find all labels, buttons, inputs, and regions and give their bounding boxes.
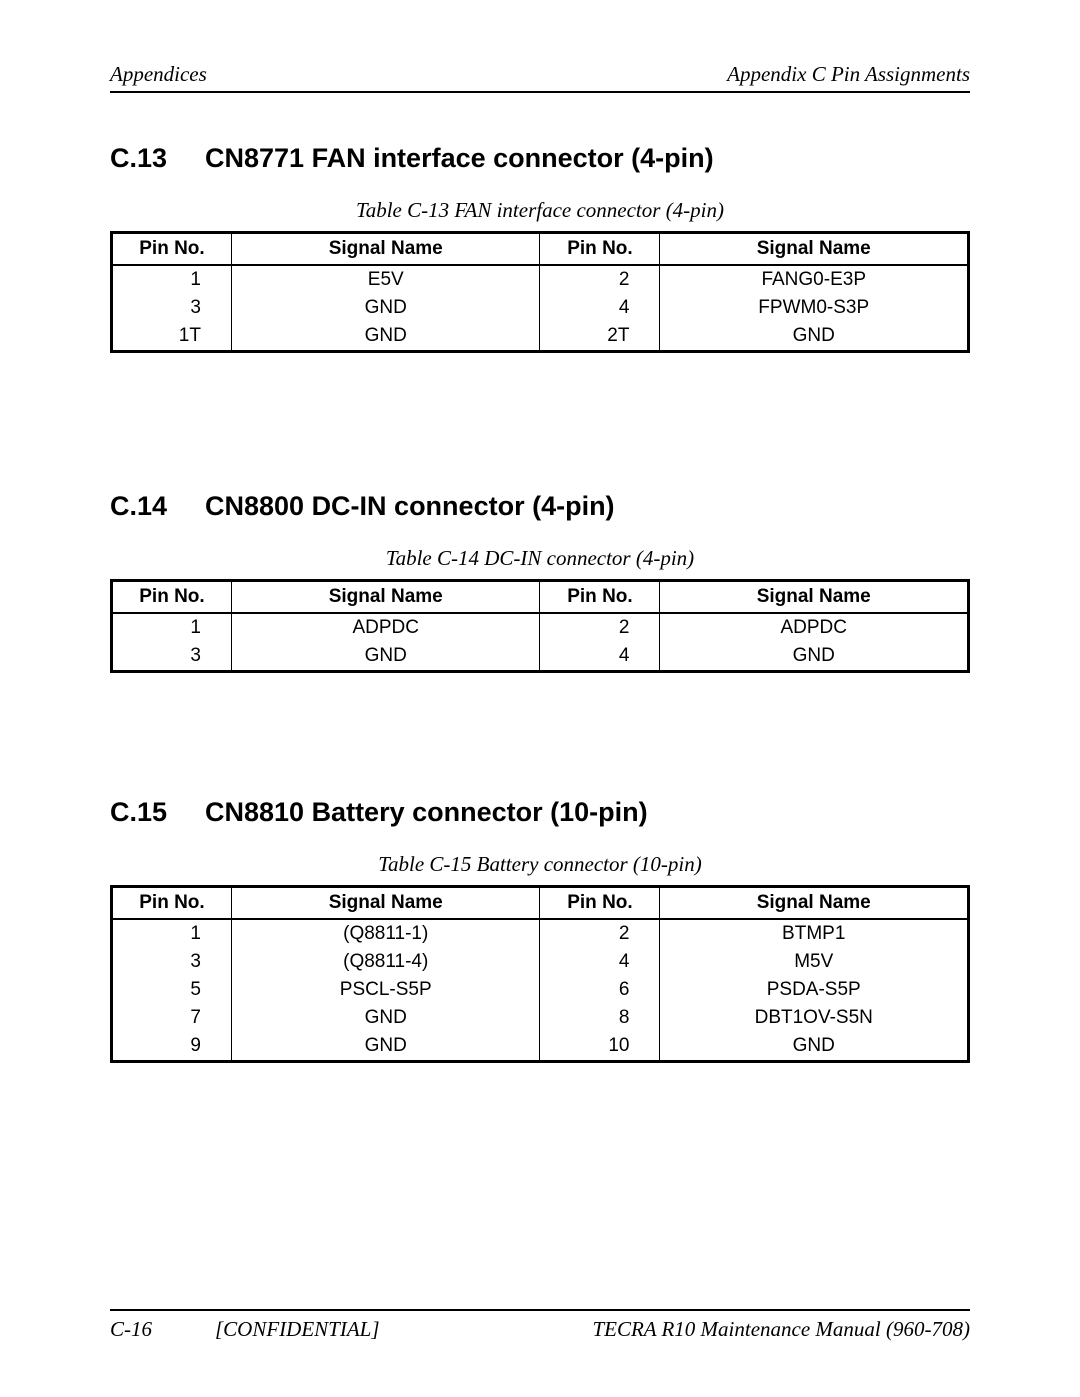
signal-cell: GND (660, 322, 969, 352)
table-header-row: Pin No.Signal NamePin No.Signal Name (112, 233, 969, 266)
header-right: Appendix C Pin Assignments (727, 62, 970, 87)
table-row: 3(Q8811-4)4M5V (112, 948, 969, 976)
section-spacer (110, 673, 970, 747)
signal-cell: ADPDC (660, 613, 969, 642)
header-left: Appendices (110, 62, 207, 87)
table-row: 7GND8DBT1OV-S5N (112, 1004, 969, 1032)
table-caption: Table C-14 DC-IN connector (4-pin) (110, 546, 970, 571)
pin-cell: 3 (112, 294, 232, 322)
pin-table: Pin No.Signal NamePin No.Signal Name1E5V… (110, 231, 970, 353)
table-header-cell: Pin No. (540, 887, 660, 920)
pin-cell: 2 (540, 265, 660, 294)
signal-cell: GND (660, 642, 969, 672)
signal-cell: ADPDC (231, 613, 540, 642)
table-row: 9GND10GND (112, 1032, 969, 1062)
signal-cell: (Q8811-1) (231, 919, 540, 948)
pin-cell: 1 (112, 613, 232, 642)
table-row: 5PSCL-S5P6PSDA-S5P (112, 976, 969, 1004)
pin-table: Pin No.Signal NamePin No.Signal Name1(Q8… (110, 885, 970, 1063)
section-heading: C.13CN8771 FAN interface connector (4-pi… (110, 143, 970, 174)
pin-cell: 1 (112, 265, 232, 294)
section-title: CN8771 FAN interface connector (4-pin) (205, 143, 714, 174)
section-number: C.15 (110, 797, 205, 828)
table-header-cell: Pin No. (112, 233, 232, 266)
section-title: CN8800 DC-IN connector (4-pin) (205, 491, 615, 522)
pin-cell: 3 (112, 642, 232, 672)
table-header-cell: Signal Name (231, 887, 540, 920)
section-number: C.13 (110, 143, 205, 174)
table-header-cell: Pin No. (112, 581, 232, 614)
signal-cell: GND (231, 642, 540, 672)
signal-cell: GND (231, 1032, 540, 1062)
pin-cell: 3 (112, 948, 232, 976)
pin-cell: 1T (112, 322, 232, 352)
pin-cell: 9 (112, 1032, 232, 1062)
table-caption: Table C-15 Battery connector (10-pin) (110, 852, 970, 877)
signal-cell: E5V (231, 265, 540, 294)
pin-cell: 2T (540, 322, 660, 352)
signal-cell: DBT1OV-S5N (660, 1004, 969, 1032)
pin-cell: 4 (540, 642, 660, 672)
pin-cell: 10 (540, 1032, 660, 1062)
signal-cell: GND (660, 1032, 969, 1062)
page-header: Appendices Appendix C Pin Assignments (110, 62, 970, 93)
section-heading: C.14CN8800 DC-IN connector (4-pin) (110, 491, 970, 522)
pin-cell: 4 (540, 294, 660, 322)
section-spacer (110, 353, 970, 441)
pin-cell: 1 (112, 919, 232, 948)
page-footer: C-16 [CONFIDENTIAL] TECRA R10 Maintenanc… (110, 1309, 970, 1342)
footer-page-number: C-16 (110, 1317, 215, 1342)
signal-cell: FPWM0-S3P (660, 294, 969, 322)
pin-cell: 7 (112, 1004, 232, 1032)
table-header-cell: Signal Name (231, 581, 540, 614)
sections-container: C.13CN8771 FAN interface connector (4-pi… (110, 143, 970, 1063)
table-row: 1TGND2TGND (112, 322, 969, 352)
table-header-cell: Signal Name (660, 887, 969, 920)
table-row: 1E5V2FANG0-E3P (112, 265, 969, 294)
table-header-cell: Signal Name (660, 233, 969, 266)
pin-cell: 5 (112, 976, 232, 1004)
signal-cell: GND (231, 322, 540, 352)
signal-cell: BTMP1 (660, 919, 969, 948)
section-title: CN8810 Battery connector (10-pin) (205, 797, 648, 828)
footer-manual: TECRA R10 Maintenance Manual (960-708) (592, 1317, 970, 1342)
table-row: 3GND4GND (112, 642, 969, 672)
pin-cell: 4 (540, 948, 660, 976)
table-header-row: Pin No.Signal NamePin No.Signal Name (112, 581, 969, 614)
signal-cell: PSCL-S5P (231, 976, 540, 1004)
table-caption: Table C-13 FAN interface connector (4-pi… (110, 198, 970, 223)
signal-cell: PSDA-S5P (660, 976, 969, 1004)
table-row: 1ADPDC2ADPDC (112, 613, 969, 642)
table-header-cell: Signal Name (231, 233, 540, 266)
table-header-row: Pin No.Signal NamePin No.Signal Name (112, 887, 969, 920)
pin-table: Pin No.Signal NamePin No.Signal Name1ADP… (110, 579, 970, 673)
section-number: C.14 (110, 491, 205, 522)
table-header-cell: Signal Name (660, 581, 969, 614)
table-row: 3GND4FPWM0-S3P (112, 294, 969, 322)
pin-cell: 2 (540, 919, 660, 948)
signal-cell: M5V (660, 948, 969, 976)
pin-cell: 6 (540, 976, 660, 1004)
pin-cell: 2 (540, 613, 660, 642)
signal-cell: FANG0-E3P (660, 265, 969, 294)
table-header-cell: Pin No. (112, 887, 232, 920)
page: Appendices Appendix C Pin Assignments C.… (0, 0, 1080, 1397)
signal-cell: (Q8811-4) (231, 948, 540, 976)
signal-cell: GND (231, 294, 540, 322)
table-row: 1(Q8811-1)2BTMP1 (112, 919, 969, 948)
table-header-cell: Pin No. (540, 581, 660, 614)
pin-cell: 8 (540, 1004, 660, 1032)
section-heading: C.15CN8810 Battery connector (10-pin) (110, 797, 970, 828)
signal-cell: GND (231, 1004, 540, 1032)
table-header-cell: Pin No. (540, 233, 660, 266)
footer-confidential: [CONFIDENTIAL] (215, 1317, 380, 1342)
